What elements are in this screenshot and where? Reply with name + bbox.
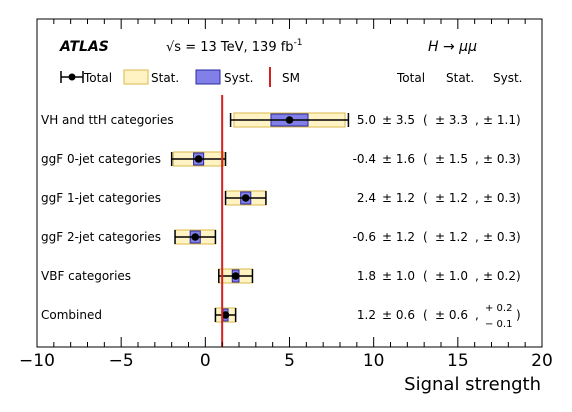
row-stat-error: ± 1.2 [435, 191, 468, 205]
x-axis: −10 −5 0 5 10 15 20 [19, 19, 553, 371]
row-syst-error-down: − 0.1 [485, 319, 512, 330]
row: VH and ttH categories 5.0 ± 3.5 ( ± 3.3, ± 1.… [41, 112, 521, 128]
row-comma: , [475, 152, 479, 166]
row-label: VBF categories [41, 269, 131, 283]
row-total-error: ± 1.6 [382, 152, 415, 166]
central-value-marker [285, 116, 294, 124]
energy-superscript: -1 [294, 38, 303, 48]
legend-sm-label: SM [282, 71, 300, 85]
row-label: ggF 2-jet categories [41, 230, 161, 244]
row-comma: , [475, 308, 479, 322]
central-value-marker [241, 194, 250, 202]
row-paren-open: ( [423, 230, 428, 244]
row-total-error: ± 1.2 [382, 230, 415, 244]
row-comma: , [475, 230, 479, 244]
row-value: 1.8 [357, 269, 376, 283]
row-syst-error: ± 0.3 [483, 191, 516, 205]
energy-text: √s = 13 TeV, 139 fb [166, 40, 294, 55]
legend-stat-label: Stat. [151, 71, 179, 85]
central-value-marker [191, 233, 200, 241]
legend-syst-label: Syst. [224, 71, 254, 85]
row-paren-open: ( [423, 269, 428, 283]
column-header-syst: Syst. [493, 71, 523, 85]
row-value: 5.0 [357, 113, 376, 127]
row-label: ggF 0-jet categories [41, 152, 161, 166]
row-syst-error: ± 0.3 [483, 230, 516, 244]
row-label: Combined [41, 308, 102, 322]
row-paren-open: ( [423, 308, 428, 322]
row-stat-error: ± 1.2 [435, 230, 468, 244]
column-header-stat: Stat. [446, 71, 474, 85]
legend-stat-swatch [123, 69, 149, 85]
row-total-error: ± 1.0 [382, 269, 415, 283]
row-total-error: ± 0.6 [382, 308, 415, 322]
row-syst-error-up: + 0.2 [485, 303, 512, 314]
row-comma: , [475, 191, 479, 205]
row: ggF 2-jet categories -0.6 ± 1.2 ( ± 1.2, ± 0.… [41, 229, 521, 245]
row-value: -0.4 [353, 152, 376, 166]
column-header-total: Total [396, 71, 425, 85]
row-comma: , [475, 113, 479, 127]
legend: Total Stat. Syst. SM [60, 67, 300, 87]
x-tick-label: −10 [19, 351, 55, 371]
row: Combined 1.2 ± 0.6 ( ± 0.6, + 0.2 − 0.1) [41, 303, 521, 330]
row-syst-error: ± 0.3 [483, 152, 516, 166]
x-tick-label: −5 [109, 351, 134, 371]
experiment-label: ATLAS [59, 39, 109, 55]
rows-layer: VH and ttH categories 5.0 ± 3.5 ( ± 3.3, ± 1.… [41, 95, 521, 347]
row-paren-open: ( [423, 191, 428, 205]
legend-total-marker [68, 73, 76, 81]
central-value-marker [221, 311, 230, 319]
plot-frame [36, 18, 543, 348]
legend-total-label: Total [83, 71, 112, 85]
row-paren-close: ) [516, 191, 521, 205]
row-paren-close: ) [516, 113, 521, 127]
row-syst-error: ± 1.1 [483, 113, 516, 127]
row-paren-close: ) [516, 269, 521, 283]
row-stat-error: ± 1.5 [435, 152, 468, 166]
row-paren-close: ) [516, 230, 521, 244]
row-label: VH and ttH categories [41, 113, 174, 127]
x-tick-label: 5 [284, 351, 295, 371]
row-paren-open: ( [423, 113, 428, 127]
row-paren-open: ( [423, 152, 428, 166]
x-axis-title: Signal strength [404, 374, 541, 395]
x-tick-label: 20 [531, 351, 553, 371]
energy-label: √s = 13 TeV, 139 fb-1 [166, 38, 303, 55]
row: ggF 1-jet categories 2.4 ± 1.2 ( ± 1.2, ± 0.3… [41, 190, 521, 206]
row-paren-close: ) [516, 308, 521, 322]
row-stat-error: ± 3.3 [435, 113, 468, 127]
central-value-marker [194, 155, 203, 163]
x-tick-label: 0 [200, 351, 211, 371]
row-value: -0.6 [353, 230, 376, 244]
central-value-marker [231, 272, 240, 280]
x-tick-label: 10 [363, 351, 385, 371]
process-label: H → μμ [428, 39, 477, 55]
row-value: 1.2 [357, 308, 376, 322]
row: ggF 0-jet categories -0.4 ± 1.6 ( ± 1.5, ± 0.… [41, 151, 521, 167]
row-paren-close: ) [516, 152, 521, 166]
row-total-error: ± 1.2 [382, 191, 415, 205]
row-comma: , [475, 269, 479, 283]
row-syst-error: ± 0.2 [483, 269, 516, 283]
row-stat-error: ± 1.0 [435, 269, 468, 283]
row-label: ggF 1-jet categories [41, 191, 161, 205]
row: VBF categories 1.8 ± 1.0 ( ± 1.0, ± 0.2) [41, 268, 521, 284]
row-stat-error: ± 0.6 [435, 308, 468, 322]
row-value: 2.4 [357, 191, 376, 205]
x-tick-label: 15 [447, 351, 469, 371]
row-total-error: ± 3.5 [382, 113, 415, 127]
legend-syst-swatch [195, 69, 221, 85]
